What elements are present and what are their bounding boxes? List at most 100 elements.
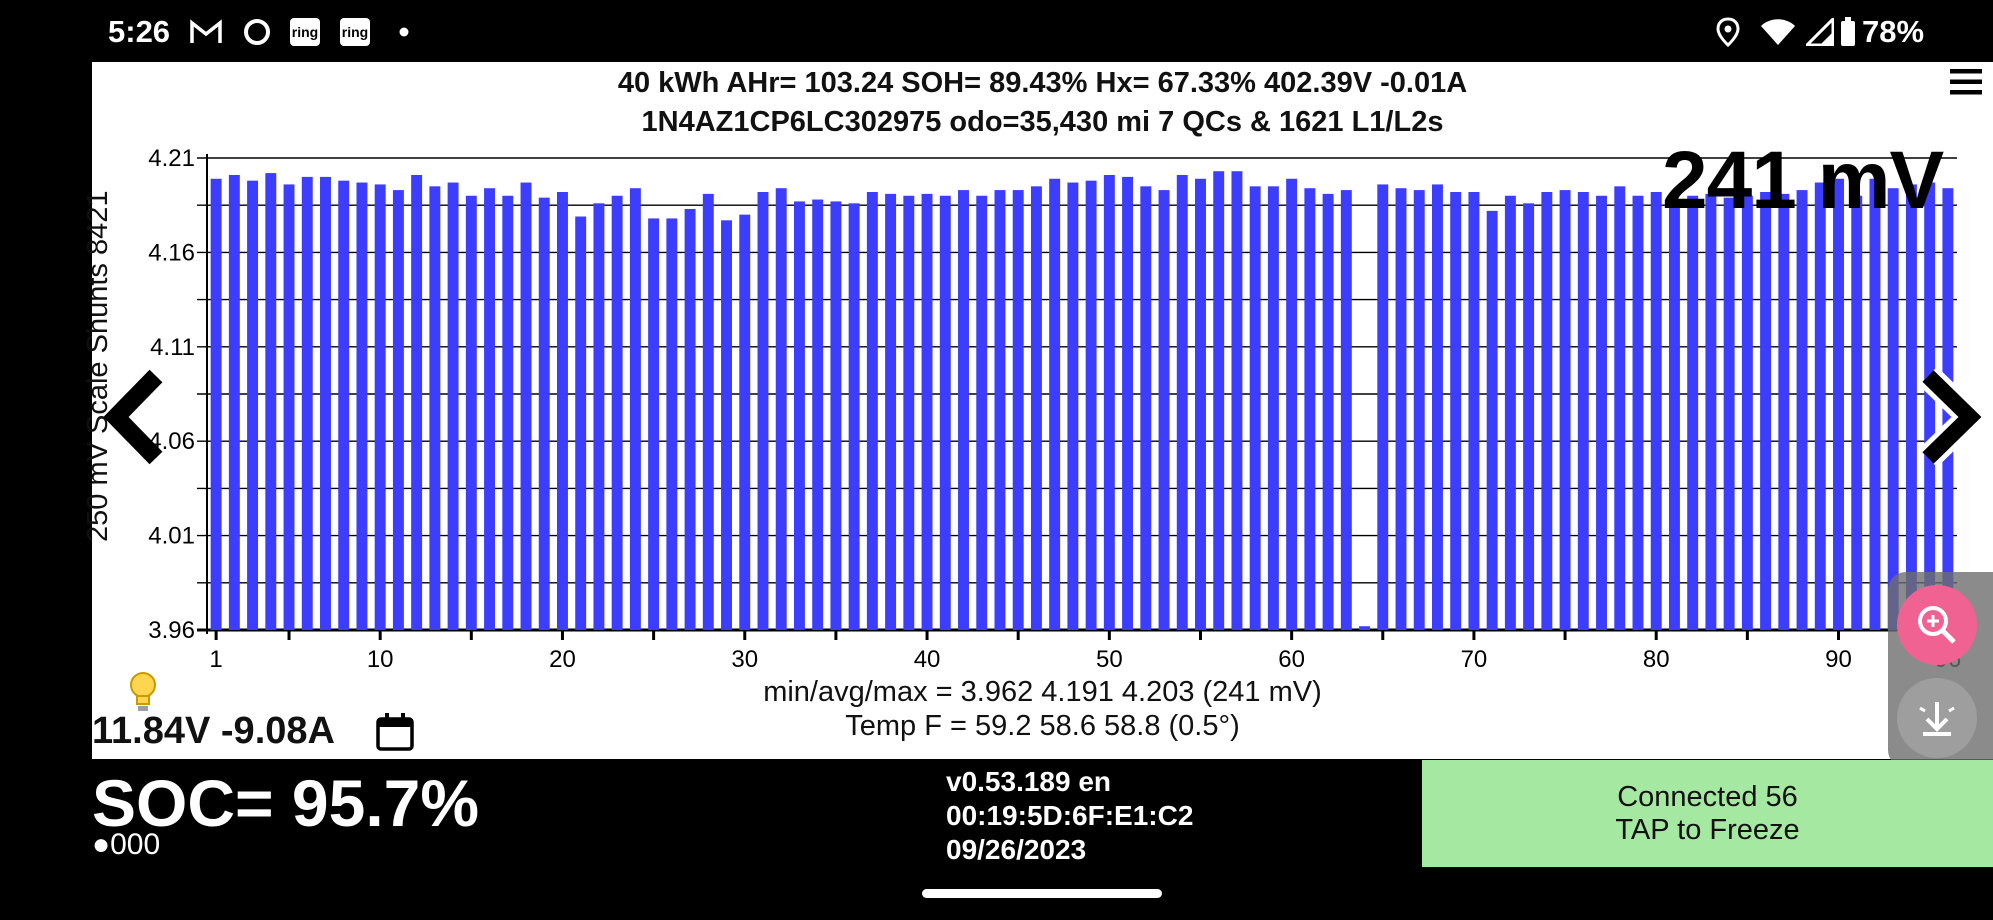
cell-bar [1195, 178, 1206, 630]
cell-bar [1596, 195, 1607, 630]
x-tick-label: 90 [1825, 646, 1852, 673]
cell-bar [1723, 197, 1735, 630]
cell-bar [611, 195, 623, 630]
cell-bar [1905, 184, 1917, 630]
cell-bar [465, 195, 477, 630]
cell-bar [921, 193, 933, 630]
dot-icon [398, 18, 410, 46]
chevron-left-icon [103, 369, 163, 465]
adapter-mac-address: 00:19:5D:6F:E1:C2 [946, 800, 1194, 831]
cell-bar [1103, 174, 1115, 630]
cell-bar [1814, 182, 1826, 630]
cell-bar [1340, 190, 1352, 630]
cell-bar [1049, 178, 1061, 630]
cell-bar [666, 218, 678, 630]
screenshot-button[interactable] [1897, 678, 1977, 758]
cell-bar [1322, 193, 1334, 630]
tap-to-freeze-label: TAP to Freeze [1615, 813, 1800, 846]
cell-bar [1468, 191, 1480, 630]
cell-bar [1687, 195, 1699, 630]
cell-voltage-panel[interactable]: 40 kWh AHr= 103.24 SOH= 89.43% Hx= 67.33… [82, 62, 1993, 759]
next-screen-button[interactable] [1910, 362, 1990, 472]
header-summary: 40 kWh AHr= 103.24 SOH= 89.43% Hx= 67.33… [617, 67, 1468, 99]
calendar-icon[interactable] [375, 712, 415, 757]
cell-bar [866, 191, 878, 630]
cell-bar [301, 176, 313, 630]
cell-bar [1085, 180, 1097, 630]
cell-bar [484, 188, 496, 630]
cell-bar [1249, 186, 1261, 630]
wifi-icon [1760, 18, 1796, 46]
cell-bar [994, 190, 1006, 630]
location-icon [1716, 17, 1740, 47]
cell-bar [283, 184, 295, 630]
chart-bars [210, 171, 1954, 630]
gmail-icon [190, 18, 222, 46]
cell-bar [903, 195, 915, 630]
cell-bar [1450, 191, 1462, 630]
x-tick-label: 50 [1096, 646, 1123, 673]
cell-bar [976, 195, 988, 630]
cell-bar [1614, 186, 1626, 630]
cell-bar [1140, 186, 1152, 630]
status-time: 5:26 [108, 14, 171, 49]
zoom-in-button[interactable] [1897, 585, 1977, 665]
cell-bar [1432, 184, 1443, 630]
x-tick-label: 40 [914, 646, 941, 673]
cell-bar [1705, 193, 1717, 630]
cell-bar [1012, 190, 1024, 630]
voltage-spread-label: 241 mV [1662, 135, 1944, 226]
chevron-right-icon [1918, 366, 1989, 468]
cell-bar [538, 197, 550, 630]
header-vin-odometer: 1N4AZ1CP6LC302975 odo=35,430 mi 7 QCs & … [641, 106, 1444, 138]
cell-bar [1030, 186, 1042, 630]
battery-icon [1840, 17, 1856, 46]
cell-bar [1668, 199, 1680, 630]
cell-bar [812, 199, 824, 630]
cell-bar [1267, 186, 1279, 630]
cell-bar [939, 195, 951, 630]
menu-button[interactable] [1950, 64, 1982, 106]
x-tick-label: 30 [731, 646, 758, 673]
cell-bar [1778, 193, 1790, 630]
cell-bar [648, 218, 660, 630]
previous-screen-button[interactable] [96, 362, 176, 472]
cell-bar [757, 191, 769, 630]
status-bar: 5:26 ring ring 78% [0, 0, 1993, 62]
battery-percent: 78% [1862, 14, 1925, 49]
connection-status-button[interactable]: Connected 56 TAP to Freeze [1422, 760, 1993, 867]
current-date: 09/26/2023 [946, 834, 1087, 865]
app-version: v0.53.189 en [946, 766, 1112, 797]
cell-bar [320, 176, 331, 630]
y-tick-label: 4.16 [148, 239, 195, 266]
y-tick-label: 4.21 [148, 145, 195, 172]
cell-bar [502, 195, 514, 630]
cell-bar [1377, 184, 1389, 630]
cell-bar [447, 182, 459, 630]
cell-bar [721, 220, 732, 630]
cell-bar [557, 191, 568, 630]
cell-bar [629, 188, 641, 630]
x-axis-ticks: 110203040506070809096 [209, 630, 1961, 673]
cell-bar [1924, 182, 1936, 630]
cell-bar [247, 180, 259, 630]
cell-voltage-chart[interactable]: 4.214.164.114.064.013.96 1 10 20 30 40 50 60 70… [92, 62, 1993, 702]
cell-bar [1650, 191, 1662, 630]
cell-bar [1304, 188, 1316, 630]
min-avg-max-stats: min/avg/max = 3.962 4.191 4.203 (241 mV) [763, 676, 1322, 708]
lightbulb-icon[interactable] [126, 670, 160, 719]
cell-bar [356, 182, 368, 630]
cell-bar [1067, 182, 1079, 630]
home-gesture-bar[interactable] [922, 889, 1162, 898]
x-tick-label: 10 [367, 646, 394, 673]
cell-bar [739, 214, 751, 630]
cell-bar [1122, 176, 1134, 630]
cell-bar [575, 216, 587, 630]
cell-bar [702, 193, 714, 630]
cell-bar [1231, 171, 1243, 630]
cell-bar [1541, 191, 1553, 630]
cell-bar [1286, 178, 1298, 630]
ring-icon: ring [290, 18, 320, 46]
temperature-stats: Temp F = 59.2 58.6 58.8 (0.5°) [845, 710, 1240, 742]
cell-bar [265, 173, 277, 630]
